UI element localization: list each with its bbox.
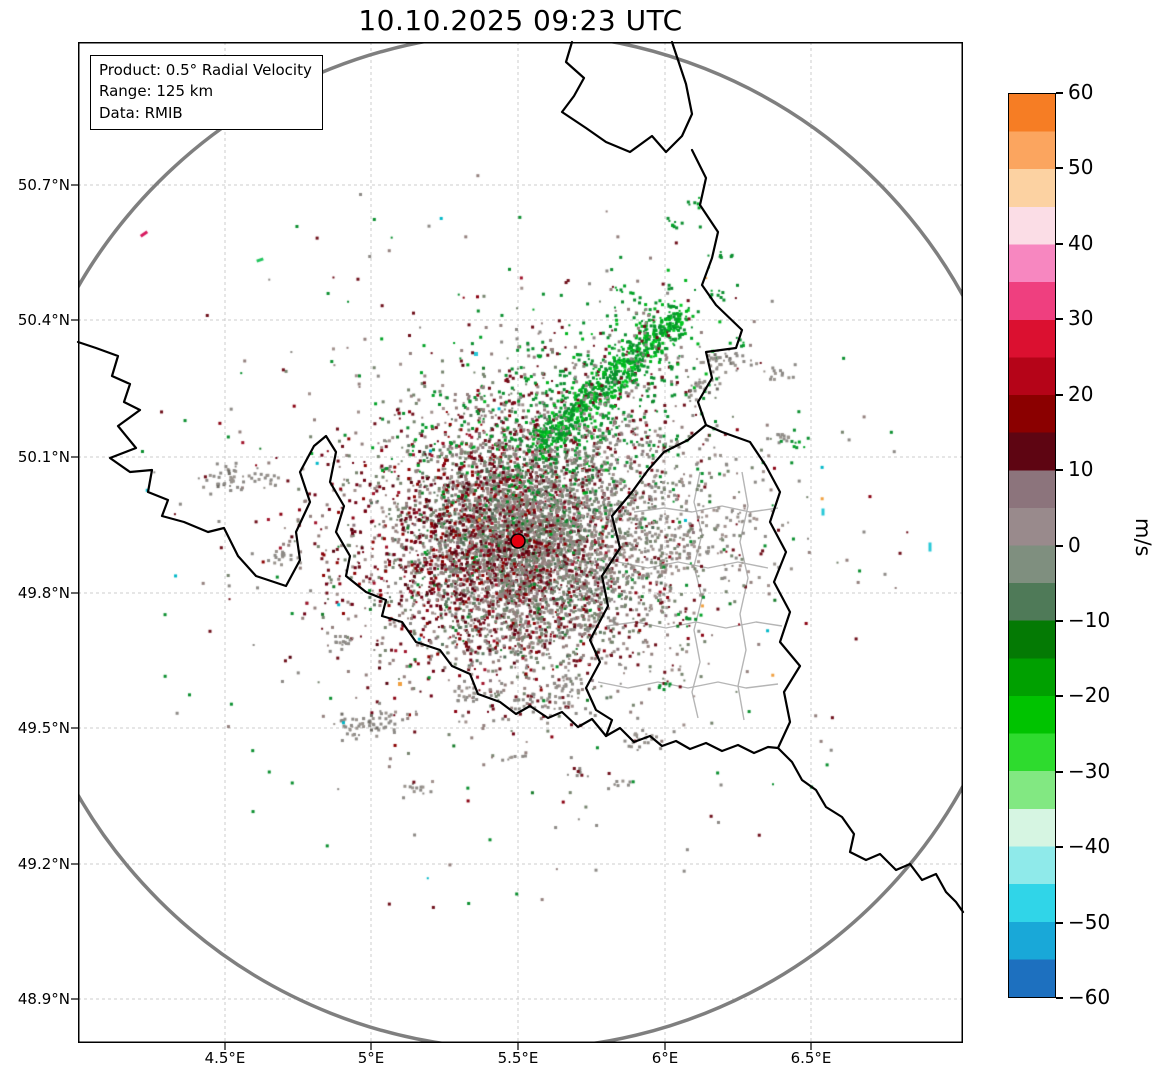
data-source-line: Data: RMIB [99, 103, 183, 122]
colorbar-tick-label: −20 [1068, 683, 1111, 708]
y-tick-label: 49.5°N [17, 719, 70, 737]
colorbar-tick [1056, 242, 1063, 245]
colorbar [1008, 93, 1056, 998]
product-info-box: Product: 0.5° Radial Velocity Range: 125… [90, 55, 323, 130]
colorbar-tick [1056, 167, 1063, 170]
colorbar-tick-label: 30 [1068, 306, 1094, 331]
colorbar-tick-label: −40 [1068, 834, 1111, 859]
y-tick-label: 50.7°N [17, 176, 70, 194]
radar-site-marker [510, 533, 526, 549]
y-tick-label: 50.1°N [17, 448, 70, 466]
colorbar-tick-label: 50 [1068, 155, 1094, 180]
colorbar-tick [1056, 393, 1063, 396]
colorbar-tick [1056, 619, 1063, 622]
colorbar-tick [1056, 921, 1063, 924]
y-tick-label: 49.8°N [17, 584, 70, 602]
colorbar-tick [1056, 92, 1063, 94]
chart-title: 10.10.2025 09:23 UTC [358, 4, 683, 37]
map-layer [71, 40, 965, 1050]
country-border [690, 148, 744, 427]
colorbar-tick [1056, 846, 1063, 849]
colorbar-unit-label: m/s [1131, 518, 1155, 557]
x-tick-label: 6.5°E [790, 1049, 832, 1067]
colorbar-tick-label: 0 [1068, 532, 1081, 557]
colorbar-tick-label: 40 [1068, 230, 1094, 255]
product-line: Product: 0.5° Radial Velocity [99, 61, 312, 79]
range-line: Range: 125 km [99, 82, 214, 101]
colorbar-tick-label: −10 [1068, 607, 1111, 632]
colorbar-tick-label: −30 [1068, 758, 1111, 783]
x-tick-label: 5°E [357, 1049, 385, 1067]
y-tick-label: 48.9°N [17, 990, 70, 1008]
plot-area: Product: 0.5° Radial Velocity Range: 125… [71, 40, 965, 1050]
x-tick-label: 5.5°E [497, 1049, 539, 1067]
y-tick-label: 50.4°N [17, 311, 70, 329]
x-tick-label: 4.5°E [204, 1049, 246, 1067]
colorbar-tick [1056, 695, 1063, 698]
country-border [704, 423, 802, 750]
colorbar-tick-label: 10 [1068, 457, 1094, 482]
colorbar-tick-label: 60 [1068, 80, 1094, 104]
y-tick-label: 49.2°N [17, 855, 70, 873]
country-border [584, 423, 708, 738]
colorbar-tick-label: −60 [1068, 985, 1111, 1009]
colorbar-tick [1056, 544, 1063, 547]
plot-frame [78, 42, 963, 1043]
colorbar-tick [1056, 997, 1063, 999]
colorbar-tick-label: −50 [1068, 909, 1111, 934]
colorbar-tick [1056, 469, 1063, 472]
colorbar-tick-label: 20 [1068, 381, 1094, 406]
colorbar-tick [1056, 318, 1063, 321]
colorbar-tick [1056, 770, 1063, 773]
country-border [76, 340, 965, 914]
x-tick-label: 6°E [651, 1049, 679, 1067]
country-border [560, 40, 694, 154]
